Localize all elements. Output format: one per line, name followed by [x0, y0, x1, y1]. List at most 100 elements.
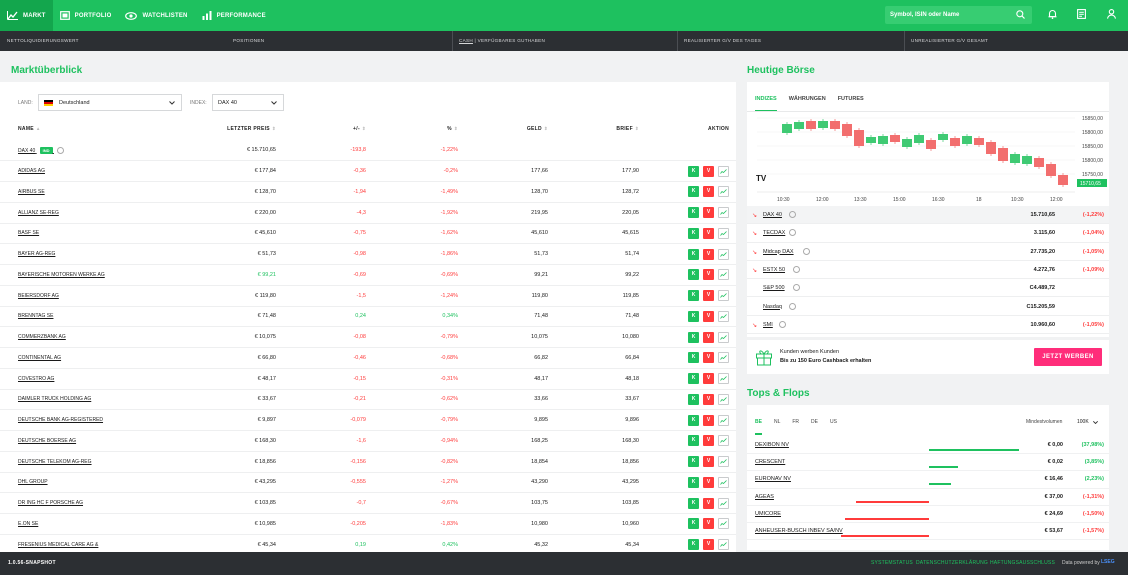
info-icon[interactable]	[789, 229, 797, 237]
tops-flops-name[interactable]: DEXIBON NV	[755, 442, 789, 448]
nav-watchlisten[interactable]: WATCHLISTEN	[118, 0, 194, 31]
index-name[interactable]: DAX 40	[763, 212, 782, 218]
tab-de[interactable]: DE	[811, 419, 818, 425]
sell-button[interactable]: V	[703, 373, 714, 385]
table-row[interactable]: DHL GROUP € 43,295 -0,555 -1,27% 43,290 43,29…	[0, 472, 736, 494]
index-name[interactable]: SMI	[763, 321, 773, 328]
table-row[interactable]: COVESTRO AG € 48,17 -0,15 -0,31% 48,17 48,18 K…	[0, 368, 736, 390]
index-name[interactable]: Midcap DAX	[763, 248, 794, 255]
index-row[interactable]: ↘ DAX 40 15.710,65 (-1,22%)	[747, 206, 1109, 225]
chart-button[interactable]	[718, 456, 729, 468]
info-icon[interactable]	[792, 284, 800, 292]
buy-button[interactable]: K	[688, 165, 699, 177]
tab-indizes[interactable]: INDIZES	[755, 96, 777, 112]
chart-button[interactable]	[718, 248, 729, 260]
nav-performance[interactable]: PERFORMANCE	[195, 0, 273, 31]
index-select[interactable]: DAX 40	[212, 94, 284, 111]
chart-button[interactable]	[718, 269, 729, 281]
sell-button[interactable]: V	[703, 435, 714, 447]
tops-flops-row[interactable]: DEXIBON NV € 0,00 (37,98%)	[747, 437, 1109, 455]
table-row[interactable]: BEIERSDORF AG € 119,80 -1,5 -1,24% 119,80 119…	[0, 285, 736, 307]
country-select[interactable]: Deutschland	[38, 94, 182, 111]
sell-button[interactable]: V	[703, 456, 714, 468]
sell-button[interactable]: V	[703, 518, 714, 530]
sell-button[interactable]: V	[703, 186, 714, 198]
chart-button[interactable]	[718, 186, 729, 198]
buy-button[interactable]: K	[688, 456, 699, 468]
tops-flops-row[interactable]: CRESCENT € 0,02 (3,85%)	[747, 454, 1109, 472]
buy-button[interactable]: K	[688, 310, 699, 322]
index-name[interactable]: S&P 500	[763, 285, 785, 292]
chart-button[interactable]	[718, 352, 729, 364]
index-row[interactable]: ↘ TECDAX 3.115,60 (-1,04%)	[747, 224, 1109, 243]
chart-button[interactable]	[718, 310, 729, 322]
stock-name[interactable]: DEUTSCHE BANK AG-REGISTERED	[0, 409, 175, 431]
stock-name[interactable]: BRENNTAG SE	[0, 306, 175, 328]
chart-button[interactable]	[718, 476, 729, 488]
jetzt-werben-button[interactable]: JETZT WERBEN	[1034, 348, 1102, 366]
col-bid[interactable]: GELD ⇕	[526, 126, 548, 132]
sell-button[interactable]: V	[703, 269, 714, 281]
table-row[interactable]: AIRBUS SE € 128,70 -1,94 -1,49% 128,70 128,72…	[0, 181, 736, 203]
index-row[interactable]: ↘ Midcap DAX 27.735,20 (-1,05%)	[747, 243, 1109, 261]
index-row[interactable]: ↘ SMI 10.960,60 (-1,05%)	[747, 316, 1109, 335]
buy-button[interactable]: K	[688, 227, 699, 239]
info-icon[interactable]	[792, 265, 800, 273]
stock-name[interactable]: DHL GROUP	[0, 472, 175, 494]
tops-flops-row[interactable]: UMICORE € 24,69 (-1,50%)	[747, 506, 1109, 523]
link-datenschutz[interactable]: DATENSCHUTZERKLÄRUNG	[916, 560, 988, 566]
chart-button[interactable]	[718, 331, 729, 343]
table-row[interactable]: ADIDAS AG € 177,84 -0,36 -0,2% 177,66 177,90 K…	[0, 160, 736, 182]
col-change[interactable]: +/- ⇕	[353, 126, 366, 132]
sell-button[interactable]: V	[703, 393, 714, 405]
table-row[interactable]: BAYER AG-REG € 51,73 -0,98 -1,86% 51,73 51,74…	[0, 243, 736, 265]
table-row[interactable]: DEUTSCHE TELEKOM AG-REG € 18,856 -0,156 -0,…	[0, 451, 736, 473]
buy-button[interactable]: K	[688, 539, 699, 551]
col-last-price[interactable]: LETZTER PREIS ⇕	[227, 126, 276, 132]
table-row[interactable]: DEUTSCHE BOERSE AG € 168,30 -1,6 -0,94% 168,…	[0, 430, 736, 452]
col-percent[interactable]: % ⇕	[447, 126, 458, 132]
stock-name[interactable]: DEUTSCHE BOERSE AG	[0, 430, 175, 452]
index-name[interactable]: ESTX 50	[763, 266, 786, 273]
stock-name[interactable]: DAIMLER TRUCK HOLDING AG	[0, 389, 175, 411]
tab-futures[interactable]: FUTURES	[837, 96, 864, 102]
sell-button[interactable]: V	[703, 497, 714, 509]
info-icon[interactable]	[803, 247, 810, 255]
user-icon[interactable]	[1107, 9, 1116, 19]
document-icon[interactable]	[1077, 9, 1086, 19]
sell-button[interactable]: V	[703, 248, 714, 260]
stock-name[interactable]: AIRBUS SE	[0, 181, 175, 203]
buy-button[interactable]: K	[688, 518, 699, 530]
nav-portfolio[interactable]: PORTFOLIO	[53, 0, 119, 31]
search-input[interactable]: Symbol, ISIN oder Name	[885, 6, 1032, 24]
stock-name[interactable]: BASF SE	[0, 223, 175, 245]
buy-button[interactable]: K	[688, 290, 699, 302]
sell-button[interactable]: V	[703, 290, 714, 302]
stock-name[interactable]: DR ING HC F PORSCHE AG	[0, 492, 175, 514]
tab-us[interactable]: US	[829, 419, 837, 425]
buy-button[interactable]: K	[688, 186, 699, 198]
buy-button[interactable]: K	[688, 393, 699, 405]
index-row[interactable]: Nasdaq C15.205,59	[747, 298, 1109, 316]
table-row[interactable]: BRENNTAG SE € 71,48 0,24 0,34% 71,48 71,48 K V	[0, 306, 736, 328]
info-icon[interactable]	[789, 302, 797, 310]
table-row[interactable]: BAYERISCHE MOTOREN WERKE AG € 99,21 -0,69-…	[0, 264, 736, 286]
index-row[interactable]: DAX 40 IND € 15.710,65 -193,8 -1,22%	[0, 140, 736, 162]
stock-name[interactable]: BEIERSDORF AG	[0, 285, 175, 307]
buy-button[interactable]: K	[688, 435, 699, 447]
chart-button[interactable]	[718, 373, 729, 385]
sell-button[interactable]: V	[703, 539, 714, 551]
table-row[interactable]: ALLIANZ SE-REG € 220,00 -4,3 -1,92% 219,95 22…	[0, 202, 736, 224]
col-ask[interactable]: BRIEF ⇕	[616, 126, 639, 132]
sell-button[interactable]: V	[703, 227, 714, 239]
stock-name[interactable]: E.ON SE	[0, 513, 175, 535]
info-icon[interactable]	[789, 211, 797, 218]
sell-button[interactable]: V	[703, 310, 714, 322]
chart-button[interactable]	[718, 207, 729, 219]
buy-button[interactable]: K	[688, 497, 699, 509]
link-haftung[interactable]: HAFTUNGSAUSSCHLUSS	[990, 560, 1055, 566]
chart-button[interactable]	[718, 497, 729, 509]
buy-button[interactable]: K	[688, 269, 699, 281]
search-icon[interactable]	[1016, 10, 1025, 19]
tops-flops-row[interactable]: ANHEUSER-BUSCH INBEV SA/NV € 53,67 (-1,57%…	[747, 523, 1109, 541]
